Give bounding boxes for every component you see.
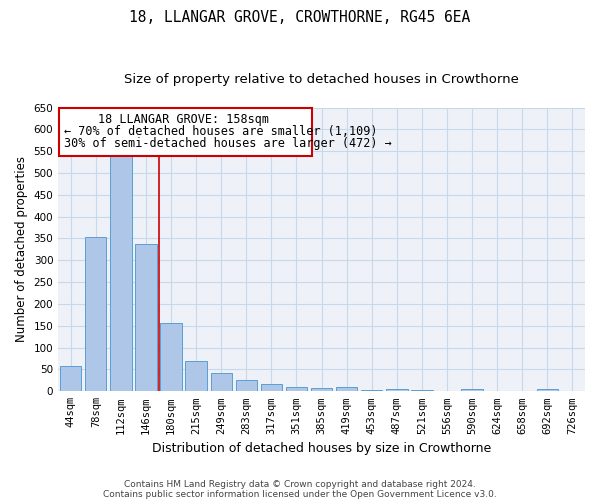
Bar xyxy=(261,384,282,392)
Bar xyxy=(110,156,131,392)
Text: 18 LLANGAR GROVE: 158sqm: 18 LLANGAR GROVE: 158sqm xyxy=(98,112,269,126)
FancyBboxPatch shape xyxy=(59,108,311,156)
Bar xyxy=(336,387,358,392)
Bar xyxy=(286,386,307,392)
Bar xyxy=(361,390,382,392)
Bar xyxy=(136,244,157,392)
Bar xyxy=(311,388,332,392)
Title: Size of property relative to detached houses in Crowthorne: Size of property relative to detached ho… xyxy=(124,72,519,86)
Text: Contains HM Land Registry data © Crown copyright and database right 2024.: Contains HM Land Registry data © Crown c… xyxy=(124,480,476,489)
Y-axis label: Number of detached properties: Number of detached properties xyxy=(15,156,28,342)
Bar xyxy=(386,389,407,392)
Bar xyxy=(211,372,232,392)
Bar xyxy=(236,380,257,392)
Bar xyxy=(185,360,207,392)
Text: 18, LLANGAR GROVE, CROWTHORNE, RG45 6EA: 18, LLANGAR GROVE, CROWTHORNE, RG45 6EA xyxy=(130,10,470,25)
Bar xyxy=(160,323,182,392)
Text: Contains public sector information licensed under the Open Government Licence v3: Contains public sector information licen… xyxy=(103,490,497,499)
Text: 30% of semi-detached houses are larger (472) →: 30% of semi-detached houses are larger (… xyxy=(64,137,392,150)
Text: ← 70% of detached houses are smaller (1,109): ← 70% of detached houses are smaller (1,… xyxy=(64,125,378,138)
Bar xyxy=(411,390,433,392)
Bar xyxy=(537,389,558,392)
Bar xyxy=(461,389,483,392)
Bar xyxy=(85,237,106,392)
X-axis label: Distribution of detached houses by size in Crowthorne: Distribution of detached houses by size … xyxy=(152,442,491,455)
Bar xyxy=(60,366,82,392)
